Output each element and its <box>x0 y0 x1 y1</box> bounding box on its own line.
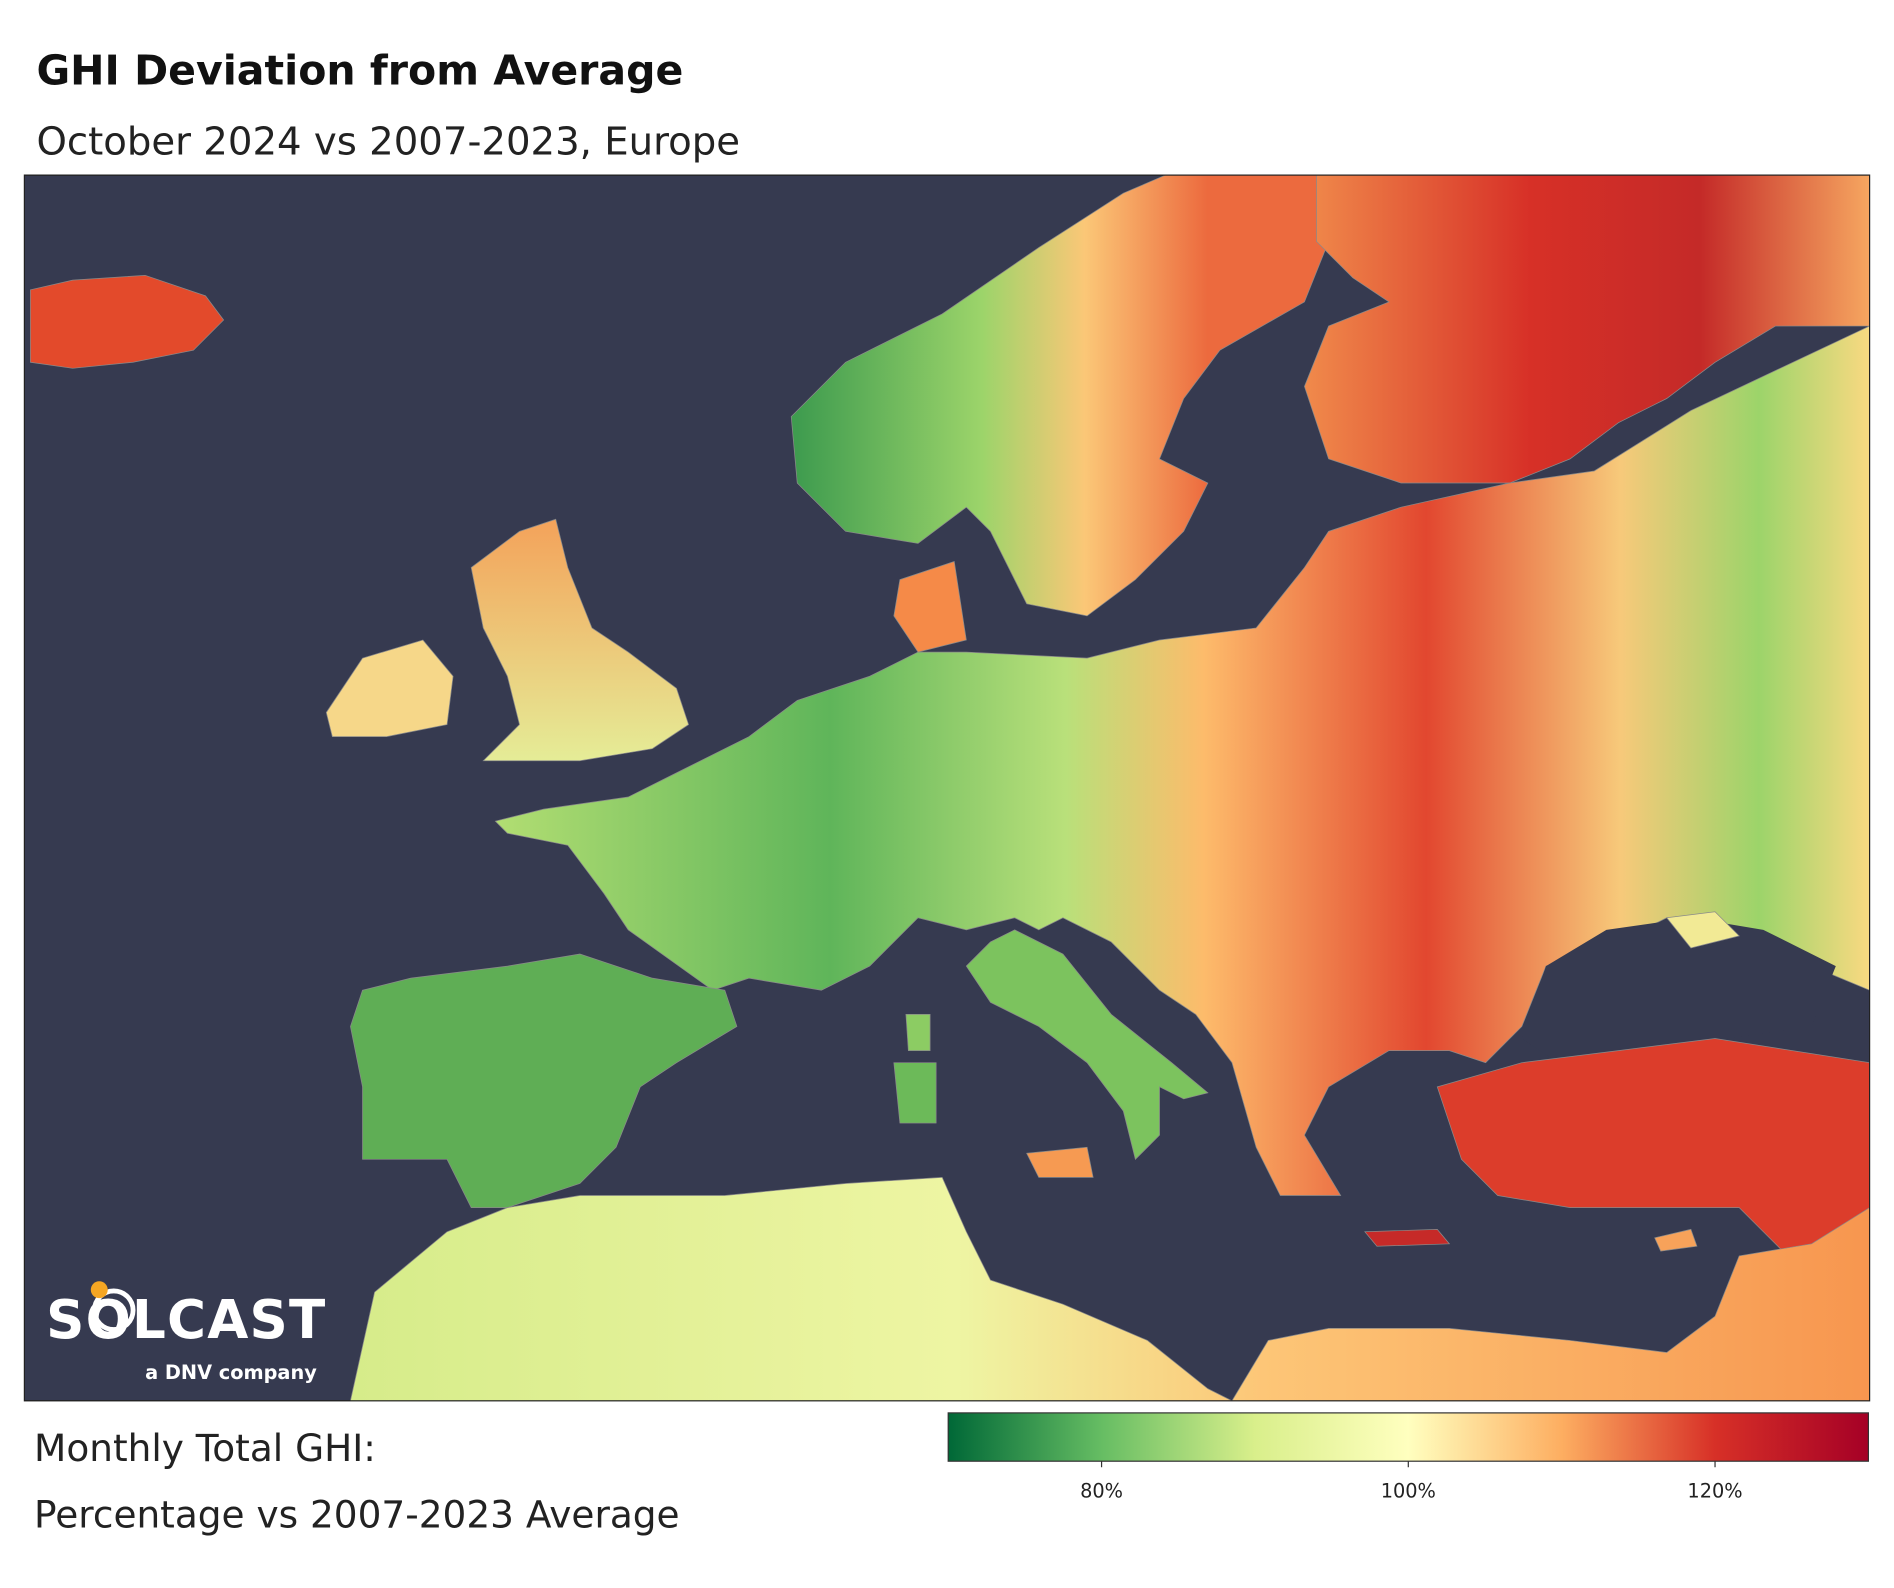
corsica <box>905 1014 931 1051</box>
sicily <box>1026 1146 1094 1178</box>
logo-text: SOLCAST <box>46 1289 326 1351</box>
north-africa-east <box>1231 1207 1870 1401</box>
italy <box>965 929 1209 1161</box>
crete <box>1364 1228 1451 1247</box>
title: GHI Deviation from Average <box>36 47 683 95</box>
scandinavia <box>790 175 1329 617</box>
colorbar <box>947 1412 1870 1462</box>
continent <box>494 325 1870 1196</box>
colorbar-tick-label: 80% <box>1080 1479 1123 1502</box>
legend-title: Monthly Total GHI: <box>34 1426 376 1470</box>
colorbar-tick-label: 100% <box>1381 1479 1436 1502</box>
sardinia <box>893 1062 937 1124</box>
logo-sun <box>90 1281 108 1299</box>
logo-icon <box>92 1288 136 1332</box>
north-africa-west <box>350 1177 1233 1401</box>
ireland <box>325 639 454 738</box>
map-frame <box>23 174 1871 1402</box>
iberia <box>350 953 738 1208</box>
denmark <box>893 561 967 653</box>
colorbar-tick-label: 120% <box>1687 1479 1742 1502</box>
map: SOLCAST a DNV company <box>24 175 1870 1401</box>
great-britain <box>470 518 690 762</box>
crimea <box>1666 911 1740 949</box>
logo: SOLCAST a DNV company <box>46 1281 326 1384</box>
iceland <box>30 274 225 369</box>
cyprus <box>1654 1228 1698 1252</box>
subtitle: October 2024 vs 2007-2023, Europe <box>36 120 740 165</box>
black-sea <box>1521 917 1836 1063</box>
legend-title: Percentage vs 2007-2023 Average <box>34 1493 680 1537</box>
logo-tagline: a DNV company <box>145 1361 317 1384</box>
